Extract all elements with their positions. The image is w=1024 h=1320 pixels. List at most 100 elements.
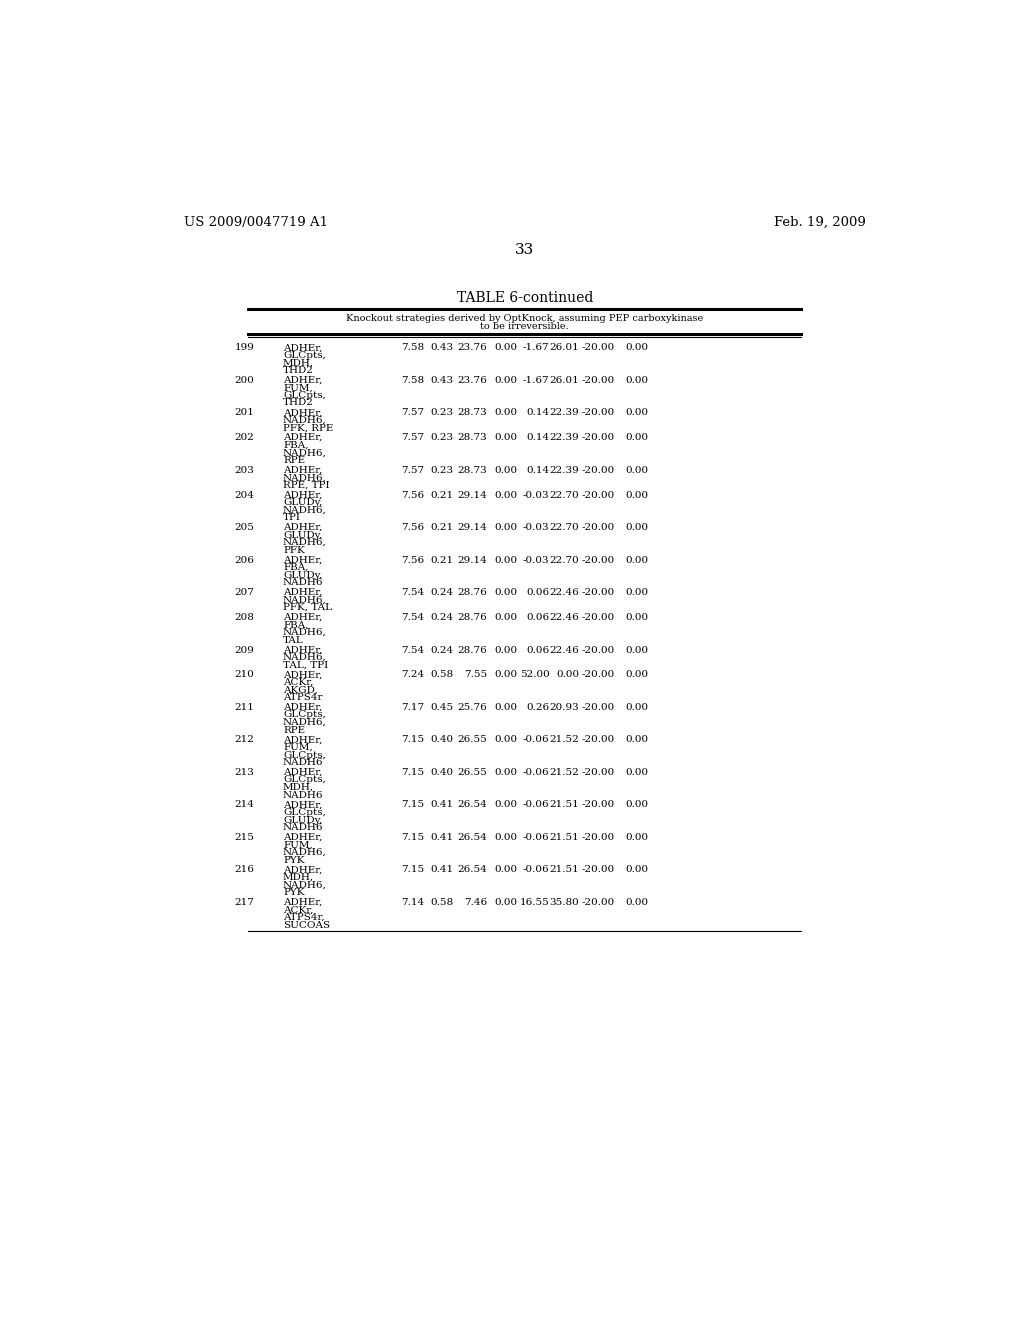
Text: TAL: TAL xyxy=(283,636,304,644)
Text: 28.76: 28.76 xyxy=(457,645,486,655)
Text: 21.51: 21.51 xyxy=(549,800,579,809)
Text: -0.06: -0.06 xyxy=(523,866,550,874)
Text: 0.00: 0.00 xyxy=(495,433,518,442)
Text: GLCpts,: GLCpts, xyxy=(283,808,326,817)
Text: ADHEr,: ADHEr, xyxy=(283,612,323,622)
Text: 7.57: 7.57 xyxy=(401,408,424,417)
Text: 213: 213 xyxy=(234,768,254,777)
Text: 22.46: 22.46 xyxy=(549,612,579,622)
Text: 0.00: 0.00 xyxy=(495,735,518,744)
Text: 0.00: 0.00 xyxy=(626,523,649,532)
Text: 26.55: 26.55 xyxy=(457,735,486,744)
Text: 7.54: 7.54 xyxy=(401,645,424,655)
Text: 0.00: 0.00 xyxy=(626,466,649,475)
Text: -20.00: -20.00 xyxy=(582,433,614,442)
Text: 211: 211 xyxy=(234,704,254,711)
Text: 23.76: 23.76 xyxy=(457,343,486,352)
Text: 0.14: 0.14 xyxy=(526,433,550,442)
Text: 0.00: 0.00 xyxy=(626,408,649,417)
Text: 26.54: 26.54 xyxy=(457,833,486,842)
Text: 22.39: 22.39 xyxy=(549,433,579,442)
Text: 0.00: 0.00 xyxy=(495,491,518,499)
Text: 0.00: 0.00 xyxy=(626,556,649,565)
Text: -20.00: -20.00 xyxy=(582,833,614,842)
Text: ADHEr,: ADHEr, xyxy=(283,645,323,655)
Text: 0.00: 0.00 xyxy=(495,671,518,680)
Text: 0.00: 0.00 xyxy=(626,704,649,711)
Text: 0.00: 0.00 xyxy=(495,612,518,622)
Text: 22.46: 22.46 xyxy=(549,645,579,655)
Text: 0.00: 0.00 xyxy=(626,491,649,499)
Text: 0.23: 0.23 xyxy=(430,433,454,442)
Text: 7.58: 7.58 xyxy=(401,343,424,352)
Text: 0.26: 0.26 xyxy=(526,704,550,711)
Text: NADH6,: NADH6, xyxy=(283,847,327,857)
Text: 214: 214 xyxy=(234,800,254,809)
Text: NADH6,: NADH6, xyxy=(283,595,327,605)
Text: ADHEr,: ADHEr, xyxy=(283,800,323,809)
Text: 201: 201 xyxy=(234,408,254,417)
Text: -20.00: -20.00 xyxy=(582,408,614,417)
Text: -20.00: -20.00 xyxy=(582,556,614,565)
Text: ACKr,: ACKr, xyxy=(283,678,313,686)
Text: NADH6,: NADH6, xyxy=(283,628,327,638)
Text: ADHEr,: ADHEr, xyxy=(283,704,323,711)
Text: 205: 205 xyxy=(234,523,254,532)
Text: GLCpts,: GLCpts, xyxy=(283,710,326,719)
Text: NADH6: NADH6 xyxy=(283,578,324,587)
Text: 7.54: 7.54 xyxy=(401,589,424,597)
Text: -0.06: -0.06 xyxy=(523,768,550,777)
Text: 22.39: 22.39 xyxy=(549,466,579,475)
Text: 0.06: 0.06 xyxy=(526,612,550,622)
Text: 207: 207 xyxy=(234,589,254,597)
Text: 28.73: 28.73 xyxy=(457,408,486,417)
Text: 7.15: 7.15 xyxy=(401,800,424,809)
Text: AKGD,: AKGD, xyxy=(283,685,317,694)
Text: 29.14: 29.14 xyxy=(457,523,486,532)
Text: 0.41: 0.41 xyxy=(430,866,454,874)
Text: 0.24: 0.24 xyxy=(430,645,454,655)
Text: NADH6,: NADH6, xyxy=(283,473,327,482)
Text: 22.46: 22.46 xyxy=(549,589,579,597)
Text: 26.55: 26.55 xyxy=(457,768,486,777)
Text: 7.15: 7.15 xyxy=(401,768,424,777)
Text: -20.00: -20.00 xyxy=(582,800,614,809)
Text: PYK: PYK xyxy=(283,888,304,898)
Text: GLUDy,: GLUDy, xyxy=(283,498,323,507)
Text: GLUDy,: GLUDy, xyxy=(283,531,323,540)
Text: GLCpts,: GLCpts, xyxy=(283,391,326,400)
Text: 200: 200 xyxy=(234,376,254,384)
Text: 210: 210 xyxy=(234,671,254,680)
Text: -20.00: -20.00 xyxy=(582,466,614,475)
Text: 7.15: 7.15 xyxy=(401,833,424,842)
Text: 7.57: 7.57 xyxy=(401,466,424,475)
Text: THD2: THD2 xyxy=(283,366,314,375)
Text: SUCOAS: SUCOAS xyxy=(283,920,330,929)
Text: 29.14: 29.14 xyxy=(457,556,486,565)
Text: 0.00: 0.00 xyxy=(495,768,518,777)
Text: 215: 215 xyxy=(234,833,254,842)
Text: 22.70: 22.70 xyxy=(549,556,579,565)
Text: 7.17: 7.17 xyxy=(401,704,424,711)
Text: 0.00: 0.00 xyxy=(495,589,518,597)
Text: 25.76: 25.76 xyxy=(457,704,486,711)
Text: to be irreversible.: to be irreversible. xyxy=(480,322,569,331)
Text: TPI: TPI xyxy=(283,513,301,523)
Text: RPE, TPI: RPE, TPI xyxy=(283,480,330,490)
Text: 0.00: 0.00 xyxy=(626,433,649,442)
Text: THD2: THD2 xyxy=(283,399,314,408)
Text: -20.00: -20.00 xyxy=(582,612,614,622)
Text: -1.67: -1.67 xyxy=(523,376,550,384)
Text: -0.03: -0.03 xyxy=(523,523,550,532)
Text: 33: 33 xyxy=(515,243,535,257)
Text: 0.00: 0.00 xyxy=(495,898,518,907)
Text: GLCpts,: GLCpts, xyxy=(283,751,326,759)
Text: 216: 216 xyxy=(234,866,254,874)
Text: 22.70: 22.70 xyxy=(549,523,579,532)
Text: -20.00: -20.00 xyxy=(582,898,614,907)
Text: NADH6: NADH6 xyxy=(283,758,324,767)
Text: -20.00: -20.00 xyxy=(582,491,614,499)
Text: Knockout strategies derived by OptKnock, assuming PEP carboxykinase: Knockout strategies derived by OptKnock,… xyxy=(346,314,703,323)
Text: 0.45: 0.45 xyxy=(430,704,454,711)
Text: US 2009/0047719 A1: US 2009/0047719 A1 xyxy=(183,216,328,230)
